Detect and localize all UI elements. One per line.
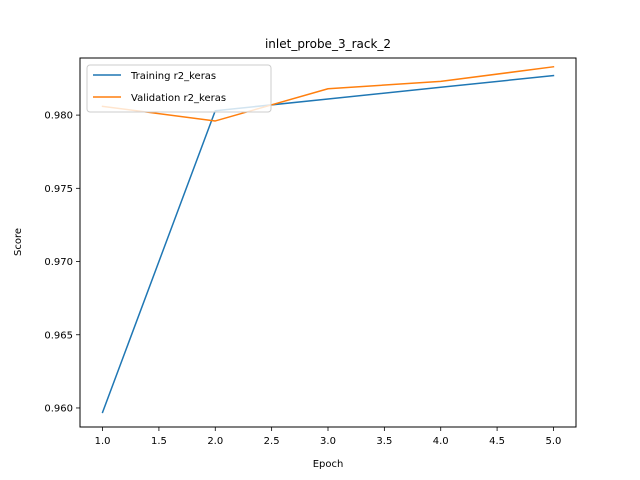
x-axis-label: Epoch: [313, 459, 344, 470]
y-tick-label: 0.960: [44, 403, 73, 414]
chart-title: inlet_probe_3_rack_2: [265, 37, 391, 51]
x-tick-label: 1.0: [95, 436, 111, 447]
x-tick-label: 4.5: [489, 436, 505, 447]
legend: Training r2_keras Validation r2_keras: [86, 64, 272, 113]
y-tick-label: 0.970: [44, 257, 73, 268]
series-line-validation: [101, 65, 555, 122]
x-tick-label: 4.0: [433, 436, 449, 447]
x-tick-label: 1.5: [151, 436, 167, 447]
legend-label-training: Training r2_keras: [130, 71, 216, 82]
series-line-training: [101, 74, 555, 414]
y-tick-label: 0.975: [44, 184, 73, 195]
y-tick-label: 0.980: [44, 111, 73, 122]
x-axis: 1.0 1.5 2.0 2.5 3.0 3.5 4.0 4.5 5.0: [95, 427, 562, 447]
x-tick-label: 2.0: [207, 436, 223, 447]
y-tick-label: 0.965: [44, 330, 73, 341]
x-tick-label: 5.0: [546, 436, 562, 447]
legend-label-validation: Validation r2_keras: [131, 93, 226, 104]
x-tick-label: 2.5: [264, 436, 280, 447]
x-tick-label: 3.0: [320, 436, 336, 447]
y-axis-label: Score: [13, 228, 24, 256]
y-axis: 0.960 0.965 0.970 0.975 0.980: [44, 111, 80, 414]
series-layer: [101, 65, 555, 414]
legend-box: [86, 64, 272, 113]
x-tick-label: 3.5: [376, 436, 392, 447]
